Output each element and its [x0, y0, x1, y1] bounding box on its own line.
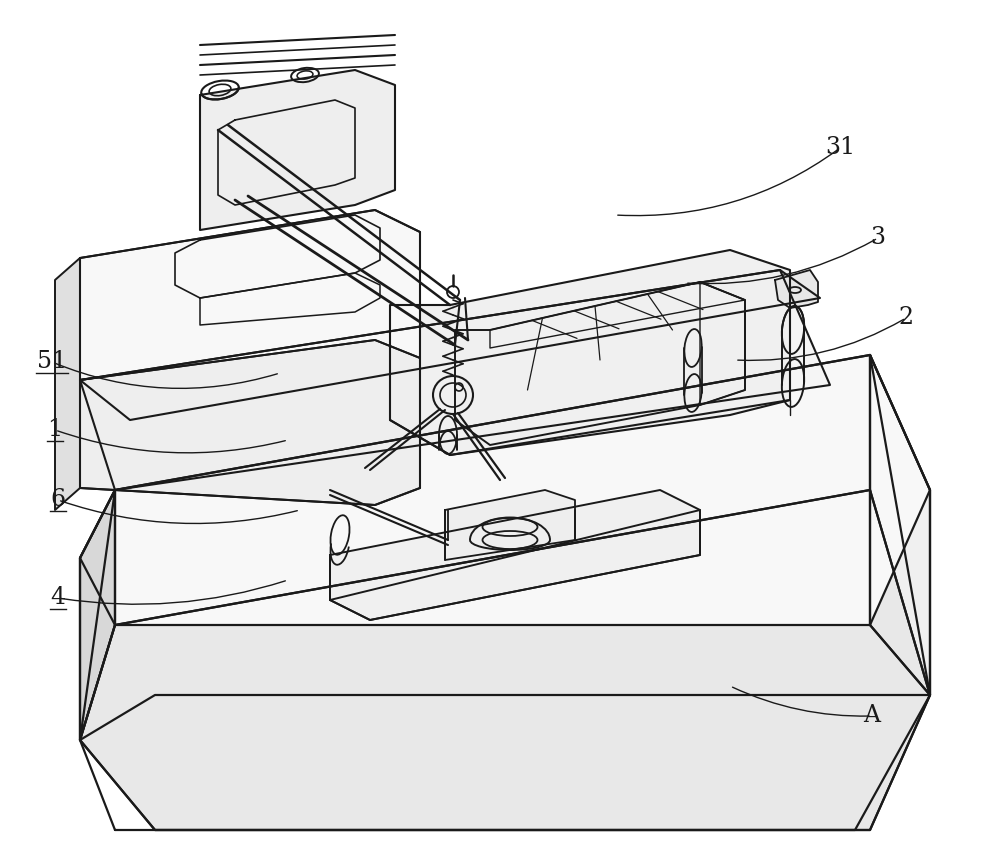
Polygon shape	[55, 258, 80, 510]
Text: 31: 31	[825, 136, 855, 160]
Text: 1: 1	[47, 419, 63, 442]
Polygon shape	[775, 270, 818, 308]
Polygon shape	[445, 490, 575, 560]
Polygon shape	[80, 270, 830, 490]
Polygon shape	[80, 340, 420, 505]
Text: A: A	[864, 705, 881, 728]
Polygon shape	[870, 355, 930, 695]
Polygon shape	[80, 490, 930, 830]
Polygon shape	[80, 355, 930, 625]
Polygon shape	[330, 490, 700, 620]
Polygon shape	[80, 210, 420, 380]
Text: 3: 3	[870, 227, 886, 250]
Polygon shape	[80, 490, 115, 740]
Text: 51: 51	[37, 350, 67, 373]
Text: 6: 6	[50, 488, 66, 512]
Text: 4: 4	[50, 586, 66, 609]
Polygon shape	[390, 250, 790, 455]
Text: 2: 2	[898, 306, 914, 329]
Polygon shape	[80, 210, 420, 505]
Polygon shape	[200, 70, 395, 230]
